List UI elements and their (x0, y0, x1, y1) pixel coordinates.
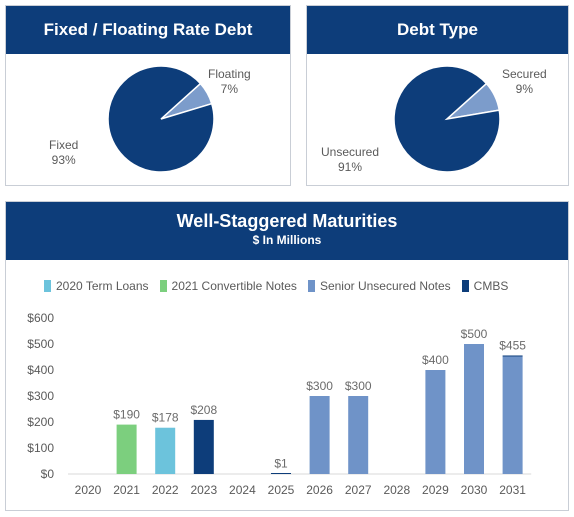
secured-label-text: Secured (502, 67, 547, 81)
bar-2022 (155, 427, 176, 474)
data-label: $455 (499, 339, 526, 353)
legend-item: 2020 Term Loans (44, 279, 149, 293)
maturities-bar-chart: $0 $100 $200 $300 $400 $500 $600 2020 $190 2021 $1… (27, 311, 532, 497)
unsecured-label: Unsecured 91% (321, 145, 379, 175)
fixed-floating-pie-chart (107, 65, 215, 173)
fixed-floating-title: Fixed / Floating Rate Debt (6, 6, 290, 54)
secured-label: Secured 9% (502, 67, 547, 97)
data-label: $1 (274, 457, 288, 471)
maturities-title: Well-Staggered Maturities (176, 211, 398, 231)
debt-type-panel: Debt Type Secured 9% Unsecured 91% (306, 5, 569, 186)
fixed-pct-text: 93% (51, 153, 76, 167)
x-tick-label: 2031 (499, 483, 526, 497)
x-tick-label: 2026 (306, 483, 333, 497)
bar-2031 (502, 356, 523, 474)
x-tick-label: 2020 (75, 483, 102, 497)
data-label: $400 (422, 353, 449, 367)
bar-2021 (116, 424, 137, 474)
maturities-panel: Well-Staggered Maturities $ In Millions … (5, 201, 569, 511)
data-label: $300 (306, 379, 333, 393)
legend-swatch (461, 280, 469, 292)
data-label: $500 (461, 327, 488, 341)
y-tick-label: $100 (27, 441, 54, 455)
y-tick-label: $500 (27, 337, 54, 351)
legend-label: CMBS (473, 279, 509, 293)
x-tick-label: 2025 (268, 483, 295, 497)
debt-type-pie-slice-unsecured (393, 65, 501, 173)
fixed-floating-pie-slice-fixed (107, 65, 215, 173)
floating-label-text: Floating (208, 67, 251, 81)
legend-swatch (44, 280, 51, 292)
bar-2023 (193, 419, 214, 474)
unsecured-label-text: Unsecured (321, 145, 380, 159)
x-tick-label: 2028 (383, 483, 410, 497)
floating-pct-text: 7% (220, 82, 239, 96)
legend-item: 2021 Convertible Notes (159, 279, 297, 293)
bar-2025 (271, 473, 291, 474)
x-tick-label: 2022 (152, 483, 179, 497)
y-tick-label: $400 (27, 363, 54, 377)
fixed-label-text: Fixed (49, 138, 79, 152)
legend-label: 2021 Convertible Notes (171, 279, 297, 293)
y-tick-label: $300 (27, 389, 54, 403)
bar-2027 (348, 396, 369, 474)
y-tick-label: $600 (27, 311, 54, 325)
x-tick-label: 2027 (345, 483, 372, 497)
x-tick-label: 2029 (422, 483, 449, 497)
legend-label: 2020 Term Loans (56, 279, 149, 293)
data-label: $300 (345, 379, 372, 393)
bar-2026 (309, 396, 330, 474)
x-tick-label: 2023 (190, 483, 217, 497)
debt-type-pie-chart (393, 65, 501, 173)
bar-2029 (425, 370, 446, 474)
secured-pct-text: 9% (515, 82, 534, 96)
y-tick-label: $200 (27, 415, 54, 429)
legend-label: Senior Unsecured Notes (319, 279, 451, 293)
data-label: $208 (190, 403, 217, 417)
x-tick-label: 2021 (113, 483, 140, 497)
y-tick-label: $0 (41, 467, 55, 481)
maturities-subtitle: $ In Millions (252, 233, 322, 247)
legend-swatch (159, 280, 167, 292)
legend-swatch (307, 280, 315, 292)
bar-2030 (464, 344, 484, 474)
data-label: $178 (152, 411, 179, 425)
bar-2031 (502, 355, 523, 357)
fixed-label: Fixed 93% (49, 138, 78, 168)
debt-type-title: Debt Type (307, 6, 568, 54)
legend-item: Senior Unsecured Notes (307, 279, 451, 293)
legend-item: CMBS (461, 279, 509, 293)
x-tick-label: 2030 (461, 483, 488, 497)
unsecured-pct-text: 91% (338, 160, 363, 174)
x-tick-label: 2024 (229, 483, 256, 497)
fixed-floating-panel: Fixed / Floating Rate Debt Floating 7% F… (5, 5, 291, 186)
floating-label: Floating 7% (208, 67, 251, 97)
maturities-header: Well-Staggered Maturities $ In Millions (6, 202, 568, 260)
chart-legend: 2020 Term Loans 2021 Convertible Notes Sen… (44, 278, 519, 294)
data-label: $190 (113, 408, 140, 422)
